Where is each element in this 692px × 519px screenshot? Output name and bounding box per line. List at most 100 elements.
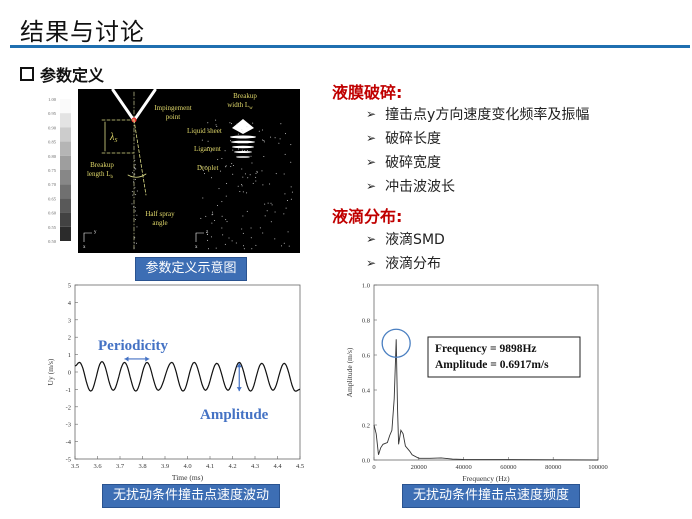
droplet-dot (290, 144, 292, 146)
droplet-dot (283, 242, 285, 244)
droplet-dot (247, 177, 249, 179)
droplet-dot (225, 195, 227, 197)
droplet-dot (241, 129, 243, 131)
chart1-y-tick-label: -1 (66, 387, 71, 394)
droplet-dot (221, 215, 223, 217)
chart1-x-tick-label: 4.0 (183, 463, 191, 470)
droplet-dot (205, 215, 207, 217)
droplet-dot (204, 173, 206, 175)
droplet-dot (242, 176, 244, 178)
chart1-y-axis-label: Uy (m/s) (46, 358, 55, 385)
droplet-dot (242, 131, 244, 133)
chart2-x-tick-label: 20000 (411, 464, 427, 471)
chart2-x-tick-label: 60000 (500, 464, 516, 471)
droplet-dot (241, 168, 243, 170)
axis-z-label: z (206, 230, 209, 235)
droplet-dot (252, 182, 254, 184)
droplet-dot (284, 193, 286, 195)
droplet-dot (243, 245, 245, 247)
section-title: 参数定义 (40, 66, 105, 85)
chart2-x-axis-label: Frequency (Hz) (462, 474, 510, 483)
axis-x-label: x (83, 245, 86, 250)
chart1-y-tick-label: -5 (66, 457, 71, 464)
bullet-text: 液滴SMD (385, 232, 445, 248)
colorbar-swatch (60, 198, 71, 213)
droplet-dot (230, 123, 232, 125)
droplet-dot (286, 200, 288, 202)
chart1-x-tick-label: 4.5 (296, 463, 304, 470)
periodicity-label: Periodicity (98, 338, 168, 354)
droplet-dot (211, 222, 213, 224)
droplet-dot (244, 150, 246, 152)
droplet-dot (255, 244, 257, 246)
droplet-dot (134, 237, 136, 239)
droplet-dot (229, 140, 231, 142)
label-breakup-length-2: length Lb (87, 170, 114, 180)
label-ligament: Ligament (194, 145, 221, 153)
droplet-dot (210, 177, 212, 179)
droplet-dot (255, 180, 257, 182)
bullet-item: ➢ 液滴分布 (366, 253, 441, 273)
droplet-dot (251, 162, 253, 164)
droplet-dot (204, 167, 206, 169)
droplet-dot (202, 197, 204, 199)
label-breakup-width: Breakup (233, 92, 257, 100)
colorbar-swatch (60, 99, 71, 114)
droplet-dot (280, 123, 282, 125)
droplet-dot (225, 165, 227, 167)
droplet-dot (263, 140, 265, 142)
chart1-x-tick-label: 3.9 (161, 463, 169, 470)
colorbar-label: 0.75 (48, 168, 57, 173)
arrow-bullet-icon: ➢ (366, 179, 377, 193)
droplet-dot (221, 201, 223, 203)
droplet-dot (241, 185, 243, 187)
droplet-dot (207, 140, 209, 142)
droplet-dot (135, 168, 137, 170)
droplet-dot (288, 245, 290, 247)
droplet-dot (242, 232, 244, 234)
label-impingement: Impingement (154, 104, 191, 112)
chart1-x-tick-label: 4.2 (228, 463, 236, 470)
droplet-dot (201, 139, 203, 141)
droplet-dot (218, 188, 220, 190)
velocity-series-line (74, 360, 300, 392)
droplet-dot (256, 171, 258, 173)
chart1-y-tick-label: 1 (68, 352, 71, 359)
colorbar-swatch (60, 127, 71, 142)
label-impingement-2: point (166, 113, 180, 121)
droplet-dot (283, 213, 285, 215)
droplet-dot (274, 238, 276, 240)
chart2-x-tick-label: 40000 (455, 464, 471, 471)
droplet-dot (270, 202, 272, 204)
label-breakup-length: Breakup (90, 161, 114, 169)
colorbar-swatch (60, 184, 71, 199)
bullet-text: 破碎宽度 (385, 155, 442, 171)
droplet-dot (290, 186, 292, 188)
chart1-y-tick-label: -3 (66, 422, 71, 429)
droplet-dot (134, 159, 136, 161)
droplet-dot (263, 156, 265, 158)
droplet-dot (241, 228, 243, 230)
droplet-dot (249, 174, 251, 176)
droplet-dot (134, 206, 136, 208)
droplet-dot (229, 122, 231, 124)
droplet-dot (135, 218, 137, 220)
axis-x-label: x (195, 245, 198, 250)
spray-edge (133, 119, 147, 196)
droplet-dot (205, 165, 207, 167)
droplet-dot (278, 142, 280, 144)
chart1-y-tick-label: -2 (66, 404, 71, 411)
droplet-dot (136, 242, 138, 244)
droplet-dot (246, 192, 248, 194)
droplet-dot (239, 191, 241, 193)
chart1-x-tick-label: 4.1 (206, 463, 214, 470)
colorbar-label: 0.55 (48, 225, 57, 230)
droplet-dot (232, 165, 234, 167)
droplet-dot (216, 204, 218, 206)
chart1-x-tick-label: 3.6 (93, 463, 102, 470)
chart2-y-tick-label: 0.2 (362, 423, 370, 430)
droplet-dot (232, 173, 234, 175)
bullet-text: 冲击波波长 (385, 179, 456, 195)
droplet-dot (212, 211, 214, 213)
